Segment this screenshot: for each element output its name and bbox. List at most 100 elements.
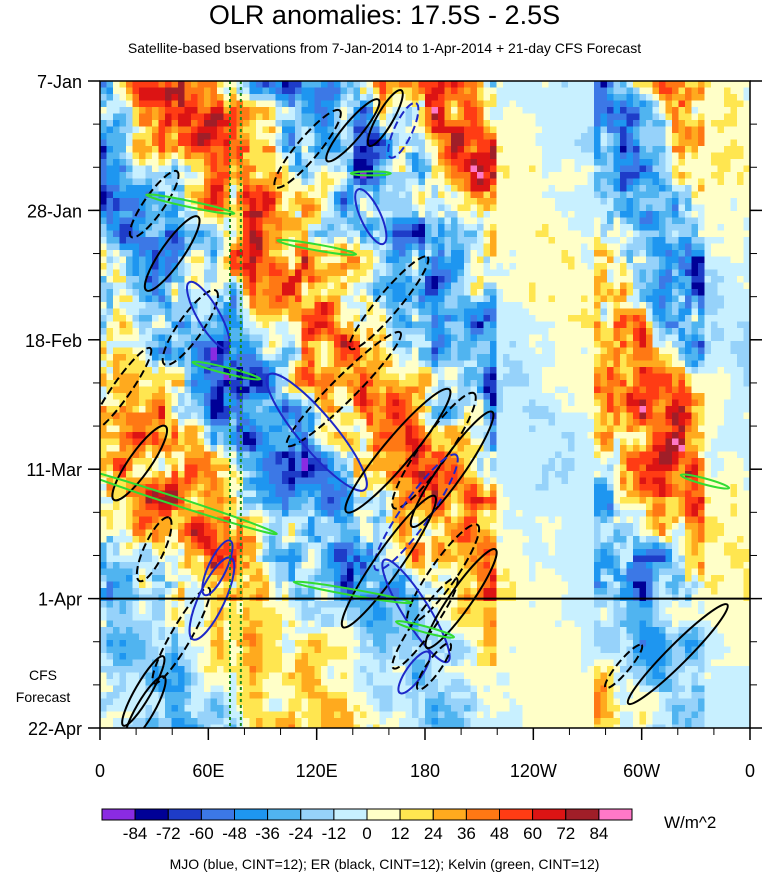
field-cell	[477, 399, 485, 407]
field-cell	[483, 81, 491, 89]
field-cell	[308, 243, 316, 251]
field-cell	[321, 263, 329, 271]
field-cell	[464, 341, 472, 349]
field-cell	[334, 341, 342, 349]
field-cell	[730, 146, 738, 154]
field-cell	[119, 217, 127, 225]
field-cell	[672, 328, 680, 336]
field-cell	[711, 308, 719, 316]
field-cell	[256, 256, 264, 264]
field-cell	[158, 146, 166, 154]
field-cell	[353, 159, 361, 167]
field-cell	[314, 230, 322, 238]
field-cell	[399, 237, 407, 245]
field-cell	[106, 172, 114, 180]
field-cell	[262, 107, 270, 115]
field-cell	[652, 81, 660, 89]
field-cell	[529, 133, 537, 141]
field-cell	[425, 198, 433, 206]
field-cell	[477, 159, 485, 167]
field-cell	[626, 308, 634, 316]
field-cell	[152, 321, 160, 329]
field-cell	[464, 165, 472, 173]
field-cell	[301, 146, 309, 154]
field-cell	[685, 165, 693, 173]
field-cell	[704, 237, 712, 245]
field-cell	[373, 185, 381, 193]
field-cell	[698, 217, 706, 225]
field-cell	[106, 152, 114, 160]
field-cell	[698, 87, 706, 95]
field-cell	[360, 94, 368, 102]
field-cell	[691, 269, 699, 277]
field-cell	[106, 165, 114, 173]
field-cell	[262, 367, 270, 375]
field-cell	[301, 393, 309, 401]
field-cell	[522, 302, 530, 310]
field-cell	[282, 198, 290, 206]
field-cell	[171, 87, 179, 95]
field-cell	[633, 315, 641, 323]
field-cell	[542, 276, 550, 284]
field-cell	[308, 107, 316, 115]
field-cell	[613, 334, 621, 342]
field-cell	[672, 386, 680, 394]
field-cell	[145, 94, 153, 102]
field-cell	[418, 341, 426, 349]
field-cell	[275, 360, 283, 368]
field-cell	[288, 269, 296, 277]
field-cell	[210, 282, 218, 290]
field-cell	[548, 289, 556, 297]
field-cell	[405, 152, 413, 160]
field-cell	[399, 360, 407, 368]
field-cell	[529, 185, 537, 193]
field-cell	[152, 360, 160, 368]
field-cell	[223, 360, 231, 368]
field-cell	[282, 120, 290, 128]
field-cell	[685, 139, 693, 147]
field-cell	[464, 107, 472, 115]
field-cell	[132, 87, 140, 95]
field-cell	[665, 386, 673, 394]
field-cell	[204, 165, 212, 173]
field-cell	[178, 393, 186, 401]
field-cell	[191, 100, 199, 108]
field-cell	[236, 399, 244, 407]
field-cell	[438, 198, 446, 206]
field-cell	[327, 302, 335, 310]
field-cell	[626, 191, 634, 199]
field-cell	[587, 133, 595, 141]
field-cell	[158, 373, 166, 381]
field-cell	[152, 399, 160, 407]
field-cell	[509, 308, 517, 316]
field-cell	[678, 230, 686, 238]
field-cell	[535, 289, 543, 297]
field-cell	[665, 308, 673, 316]
field-cell	[613, 263, 621, 271]
field-cell	[743, 87, 750, 95]
field-cell	[672, 165, 680, 173]
field-cell	[171, 165, 179, 173]
field-cell	[594, 204, 602, 212]
field-cell	[613, 347, 621, 355]
field-cell	[152, 347, 160, 355]
field-cell	[210, 172, 218, 180]
field-cell	[425, 321, 433, 329]
field-cell	[548, 276, 556, 284]
field-cell	[743, 126, 750, 134]
field-cell	[360, 191, 368, 199]
field-cell	[347, 133, 355, 141]
field-cell	[704, 373, 712, 381]
field-cell	[535, 237, 543, 245]
field-cell	[691, 107, 699, 115]
field-cell	[113, 237, 121, 245]
field-cell	[165, 354, 173, 362]
field-cell	[223, 159, 231, 167]
field-cell	[665, 107, 673, 115]
field-cell	[106, 224, 114, 232]
field-cell	[171, 269, 179, 277]
field-cell	[230, 399, 238, 407]
field-cell	[171, 204, 179, 212]
field-cell	[256, 263, 264, 271]
field-cell	[184, 152, 192, 160]
